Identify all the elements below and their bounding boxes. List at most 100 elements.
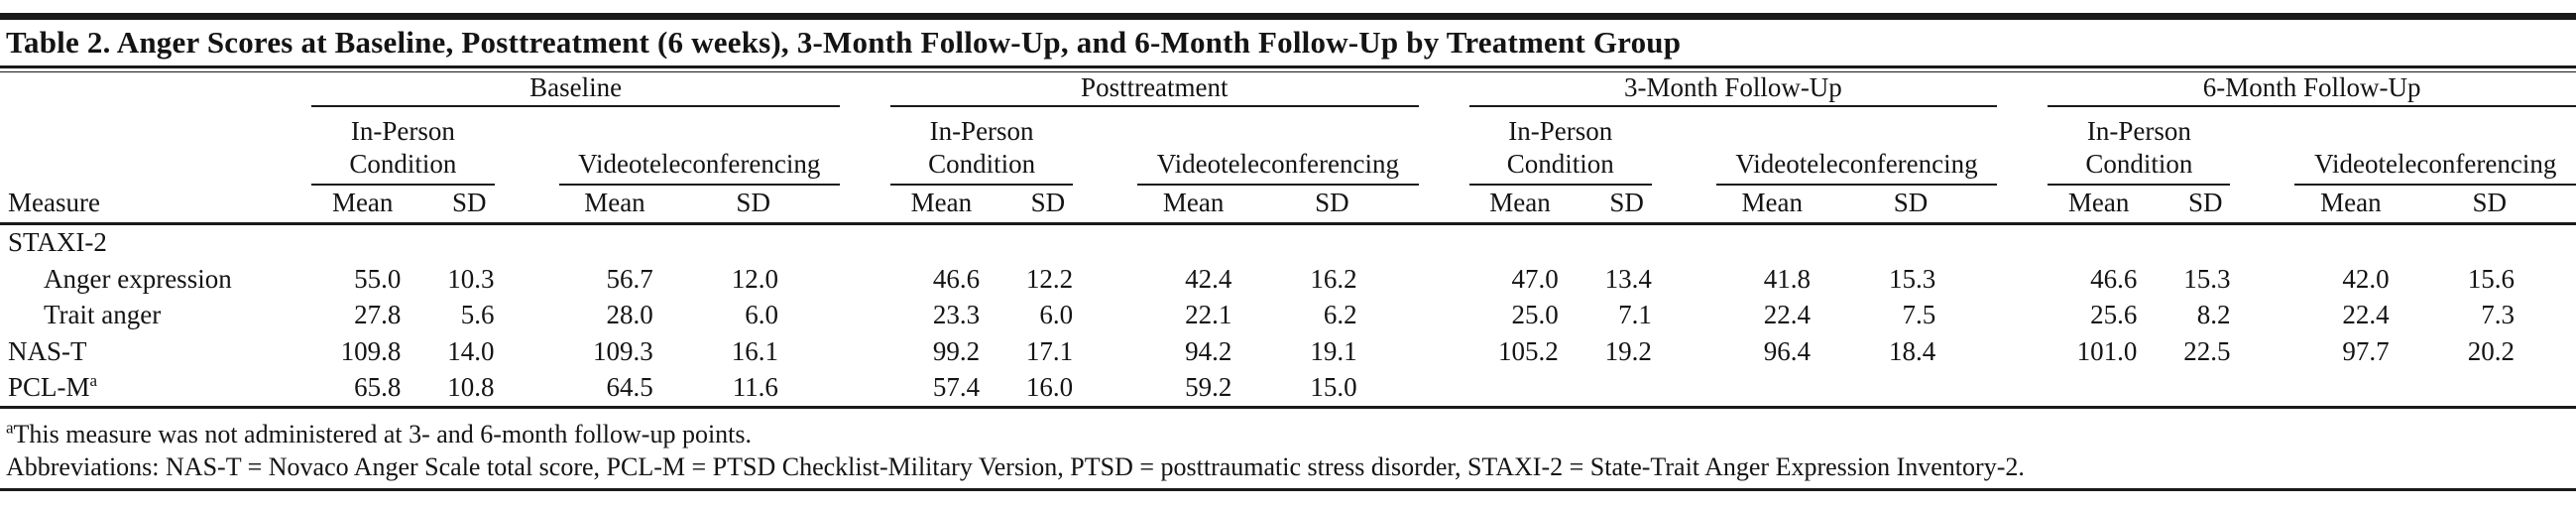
column-gap [1419,333,1469,370]
sd-header: SD [1558,186,1652,225]
column-gap [261,261,311,298]
stat-header-row: Measure Mean SD Mean SD Mean SD Mean SD … [0,186,2576,225]
value-cell: 14.0 [447,335,495,366]
condition-label-line1: In-Person [350,116,455,146]
mean-header: Mean [1468,186,1559,225]
value-cell: 57.4 [889,369,981,409]
value-cell: 25.6 [2090,300,2138,330]
title-double-rule [0,65,2576,72]
value-cell: 59.2 [1073,369,1232,409]
group-header-6-month: 6-Month Follow-Up [2048,72,2576,107]
column-gap [839,186,890,225]
value-cell: 7.1 [1618,300,1652,330]
group-header-row: Baseline Posttreatment 3-Month Follow-Up… [0,72,2576,107]
condition-header-vtc: Videoteleconferencing [495,106,840,186]
value-cell: 20.2 [2467,335,2515,366]
column-gap [261,72,311,106]
value-cell: 15.6 [2467,263,2515,294]
value-cell: 7.3 [2481,300,2515,330]
value-cell: 15.0 [1231,369,1419,409]
column-gap [261,298,311,334]
value-cell: 28.0 [606,300,653,330]
group-header-posttreatment: Posttreatment [889,72,1419,107]
value-cell [1558,369,1652,409]
value-cell: 42.4 [1185,263,1232,294]
sd-header: SD [2389,186,2576,225]
condition-label: In-Person Condition [889,115,1074,186]
column-gap [1419,298,1469,334]
value-cell [1231,223,1418,261]
column-gap [1997,72,2048,106]
footnote-a: aThis measure was not administered at 3-… [6,418,2576,450]
value-cell [311,223,401,261]
value-cell: 7.5 [1902,300,1936,330]
column-gap [1419,72,1469,106]
value-cell: 22.1 [1185,300,1232,330]
sd-header: SD [401,186,495,225]
mean-header: Mean [2230,186,2390,225]
value-cell: 10.8 [401,369,495,409]
column-gap [261,333,311,370]
value-cell [980,223,1073,261]
value-cell: 16.0 [980,369,1074,409]
column-gap [840,106,890,186]
condition-label: Videoteleconferencing [1137,148,1419,186]
group-header-baseline: Baseline [311,72,840,107]
table-row: STAXI-2 [0,223,2576,261]
condition-header-in-person: In-Person Condition [1468,106,1652,186]
condition-header-in-person: In-Person Condition [2048,106,2231,186]
value-cell: 8.2 [2196,300,2231,330]
value-cell: 23.3 [932,300,981,330]
value-cell: 5.6 [460,300,495,330]
value-cell [2137,223,2230,261]
value-cell: 25.0 [1511,300,1559,330]
value-cell [2048,369,2138,409]
measure-label: STAXI-2 [8,227,107,258]
mean-header: Mean [494,186,653,225]
mean-header: Mean [1073,186,1232,225]
condition-label-line2: Condition [349,149,457,179]
value-cell [2048,223,2137,261]
value-cell: 22.5 [2183,335,2231,366]
value-cell: 15.3 [2183,263,2231,294]
value-cell: 96.4 [1763,335,1811,366]
value-cell: 12.2 [1025,263,1074,294]
column-gap [1418,369,1469,409]
bottom-rule-bar [0,488,2576,491]
value-cell: 11.6 [652,369,840,409]
column-gap [261,106,311,186]
condition-header-vtc: Videoteleconferencing [2230,106,2576,186]
column-gap [840,72,890,106]
value-cell: 19.2 [1604,335,1652,366]
column-gap [1997,298,2048,334]
value-cell [1073,223,1231,261]
value-cell [2230,369,2390,409]
sd-header: SD [1231,186,1419,225]
column-gap [261,369,312,409]
measure-cell: PCL-Ma [0,369,262,409]
value-cell: 46.6 [932,263,981,294]
sd-header: SD [980,186,1074,225]
value-cell: 13.4 [1604,263,1652,294]
table-body: STAXI-2 Anger expression 55.0 10.3 56.7 12.0 4… [0,223,2576,409]
value-cell [401,223,494,261]
sd-header: SD [2137,186,2231,225]
sd-header: SD [1811,186,1998,225]
value-cell [1468,369,1559,409]
value-cell: 64.5 [494,369,653,409]
anger-scores-table: Baseline Posttreatment 3-Month Follow-Up… [0,72,2576,409]
column-gap [840,261,890,298]
value-cell: 65.8 [311,369,402,409]
condition-label-line2: Condition [1506,149,1614,179]
table-row: PCL-Ma 65.8 10.8 64.5 11.6 57.4 16.0 59.2 15.0 [0,369,2576,409]
value-cell [2137,369,2231,409]
value-cell: 16.2 [1310,263,1357,294]
column-gap [1419,106,1469,186]
footnote-marker: a [89,371,98,391]
value-cell [2389,369,2576,409]
measure-label: Anger expression [44,263,232,294]
value-cell [1652,223,1811,261]
mean-header: Mean [889,186,981,225]
abbreviations-note: Abbreviations: NAS-T = Novaco Anger Scal… [6,452,2025,481]
value-cell: 18.4 [1888,335,1936,366]
